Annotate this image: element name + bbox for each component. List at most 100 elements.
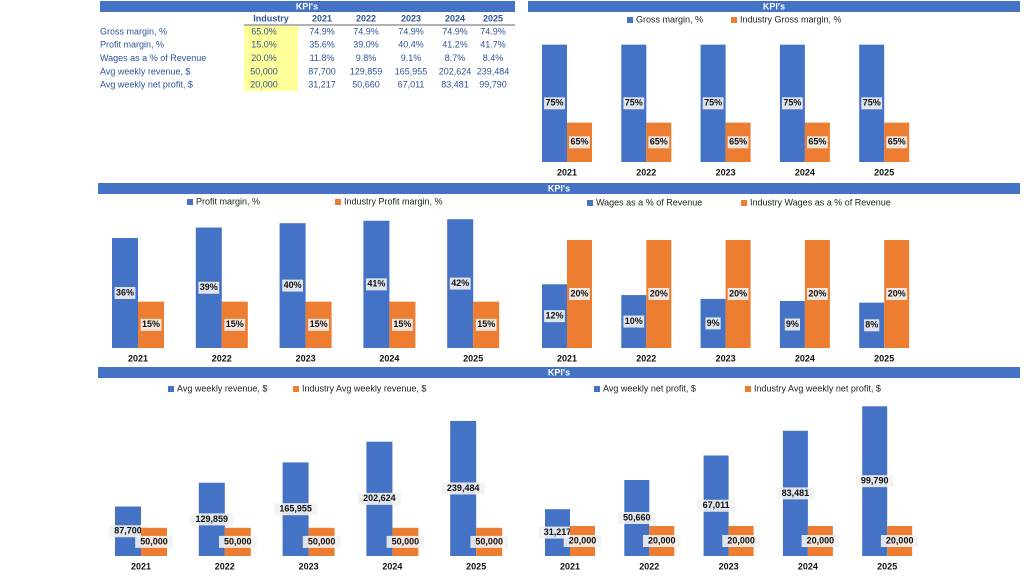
table-title: KPI's [296,1,318,11]
x-tick-label: 2022 [212,353,232,363]
data-label-box [357,492,401,505]
row-label: Avg weekly revenue, $ [100,66,190,76]
data-label: 75% [625,98,643,108]
data-label-box [807,136,828,149]
data-label: 99,790 [861,476,889,486]
table-cell: 20.0% [251,53,277,63]
table-cell: 50,000 [250,66,278,76]
data-label: 83,481 [782,488,810,498]
data-label: 50,660 [623,512,651,522]
x-tick-label: 2025 [466,561,486,571]
legend-swatch [741,200,747,206]
data-label-box [697,499,735,512]
data-label-box [618,512,656,525]
x-tick-label: 2025 [874,353,894,363]
table-cell: 74.9% [398,26,424,36]
x-tick-label: 2025 [874,167,894,177]
data-label-box [282,279,303,292]
chart-title: KPI's [763,1,785,11]
data-label: 15% [142,319,160,329]
data-label: 239,484 [447,483,480,493]
data-label-box [114,287,136,300]
data-label: 20% [888,288,906,298]
data-label-box [776,487,815,500]
x-tick-label: 2023 [296,353,316,363]
legend-label: Industry Gross margin, % [740,14,842,24]
section-bar [98,367,1020,378]
legend-swatch [187,199,193,205]
legend-swatch [587,200,593,206]
data-label: 50,000 [392,536,420,546]
legend-label: Industry Avg weekly revenue, $ [302,383,426,393]
column-header: 2025 [483,13,503,23]
legend-swatch [627,17,633,23]
data-label: 50,000 [308,536,336,546]
data-label-box [198,281,220,294]
legend-label: Industry Wages as a % of Revenue [750,197,891,207]
column-header: 2022 [356,13,376,23]
x-tick-label: 2022 [639,561,659,571]
data-label: 40% [284,280,302,290]
legend-label: Avg weekly net profit, $ [603,383,696,393]
data-label-box [648,136,670,149]
row-label: Wages as a % of Revenue [100,53,206,63]
x-tick-label: 2023 [299,561,319,571]
x-tick-label: 2024 [795,167,815,177]
table-cell: 20,000 [250,80,278,90]
data-label: 15% [477,319,495,329]
table-cell: 239,484 [477,66,510,76]
x-tick-label: 2022 [215,561,235,571]
table-cell: 9.8% [356,53,377,63]
data-label: 87,700 [114,526,142,536]
legend-label: Gross margin, % [636,14,703,24]
x-tick-label: 2021 [128,353,148,363]
data-label-box [392,318,413,331]
data-label: 75% [863,98,881,108]
data-label-box [563,535,602,547]
data-label: 65% [570,137,588,147]
legend-swatch [745,386,751,392]
legend-swatch [594,386,600,392]
data-label-box [190,513,234,526]
data-label: 75% [545,98,563,108]
table-cell: 41.2% [442,40,468,50]
x-tick-label: 2023 [716,353,736,363]
data-label: 202,624 [363,493,396,503]
table-cell: 39.0% [353,40,379,50]
x-tick-label: 2024 [798,561,818,571]
x-tick-label: 2021 [131,561,151,571]
data-label-box [544,97,565,110]
data-label: 20,000 [648,535,676,545]
data-label: 8% [865,320,878,330]
industry-highlight [244,26,298,91]
data-label-box [807,288,828,300]
section-bar [98,183,1020,194]
table-cell: 31,217 [308,80,336,90]
data-label: 20,000 [727,535,755,545]
x-tick-label: 2021 [557,167,577,177]
data-label-box [722,535,760,547]
column-header: Industry [253,13,289,23]
data-label: 31,217 [544,527,572,537]
section-title: KPI's [548,183,570,193]
legend-swatch [731,17,737,23]
data-label-box [886,136,908,149]
legend-swatch [293,386,299,392]
table-cell: 35.6% [309,40,335,50]
x-tick-label: 2024 [795,353,815,363]
section-title: KPI's [548,367,570,377]
data-label: 20% [570,288,588,298]
data-label-box [727,136,749,149]
data-label-box [302,535,341,548]
table-cell: 74.9% [309,26,335,36]
data-label: 39% [200,282,218,292]
data-label: 67,011 [703,500,730,510]
legend-swatch [335,199,341,205]
table-cell: 74.9% [480,26,506,36]
data-label: 9% [707,318,720,328]
data-label-box [705,317,721,330]
table-header-bar [100,1,515,12]
x-tick-label: 2023 [716,167,736,177]
table-cell: 9.1% [401,53,422,63]
